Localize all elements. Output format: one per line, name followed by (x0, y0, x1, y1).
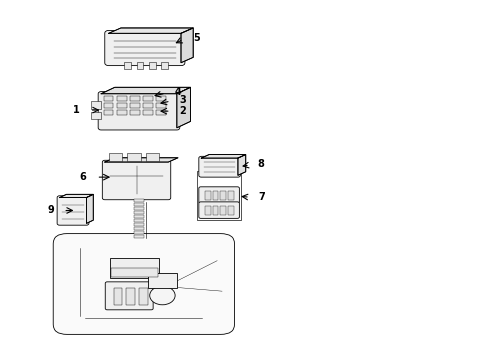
Bar (134, 207, 144, 210)
Polygon shape (201, 154, 245, 158)
Bar (148, 273, 177, 288)
FancyBboxPatch shape (199, 202, 240, 219)
Bar (220, 206, 226, 215)
Bar (134, 211, 144, 214)
Bar (117, 96, 126, 101)
Text: 7: 7 (259, 192, 266, 202)
Text: 9: 9 (48, 206, 54, 216)
FancyBboxPatch shape (199, 187, 240, 203)
Bar (117, 103, 126, 108)
Bar (213, 206, 219, 215)
Polygon shape (60, 194, 93, 198)
Bar (213, 191, 219, 200)
Text: 4: 4 (174, 87, 181, 97)
Bar (143, 110, 153, 115)
Bar (205, 206, 211, 215)
Bar (127, 153, 141, 161)
Text: 3: 3 (179, 95, 186, 105)
FancyBboxPatch shape (53, 234, 235, 334)
Bar (109, 153, 122, 161)
Polygon shape (177, 87, 191, 128)
Bar (220, 191, 226, 200)
Polygon shape (105, 158, 178, 162)
Bar (161, 62, 168, 69)
FancyBboxPatch shape (102, 160, 171, 200)
Bar (139, 288, 148, 305)
Bar (134, 234, 144, 238)
Bar (103, 103, 113, 108)
Bar (134, 223, 144, 226)
Bar (149, 62, 156, 69)
Polygon shape (238, 154, 245, 175)
Bar (103, 110, 113, 115)
Text: 6: 6 (79, 172, 86, 182)
Bar (134, 203, 144, 206)
Bar (146, 153, 159, 161)
Bar (197, 171, 242, 220)
Bar (134, 219, 144, 222)
Text: 8: 8 (257, 159, 264, 169)
Circle shape (150, 286, 175, 305)
Bar (143, 96, 153, 101)
Bar (134, 199, 144, 202)
FancyBboxPatch shape (57, 196, 89, 225)
Polygon shape (181, 28, 193, 63)
Bar (126, 288, 135, 305)
Bar (228, 206, 234, 215)
Bar (110, 258, 159, 278)
Polygon shape (101, 87, 191, 94)
Polygon shape (109, 28, 193, 33)
Bar (143, 103, 153, 108)
Text: 5: 5 (194, 33, 200, 43)
Bar (205, 191, 211, 200)
Bar (134, 230, 144, 234)
Bar (130, 110, 140, 115)
Bar (134, 215, 144, 218)
Bar (130, 103, 140, 108)
Bar (117, 110, 126, 115)
Bar (91, 112, 101, 119)
Bar (103, 96, 113, 101)
FancyBboxPatch shape (105, 282, 153, 310)
Bar (228, 191, 234, 200)
Bar (130, 96, 140, 101)
Bar (114, 288, 122, 305)
Text: 2: 2 (179, 106, 186, 116)
FancyBboxPatch shape (199, 156, 241, 177)
Bar (134, 226, 144, 230)
Bar (156, 110, 166, 115)
Polygon shape (86, 194, 93, 224)
Bar (156, 103, 166, 108)
FancyBboxPatch shape (105, 31, 185, 66)
Text: 1: 1 (73, 105, 80, 115)
Bar (156, 96, 166, 101)
Bar (91, 102, 101, 109)
FancyBboxPatch shape (98, 91, 180, 130)
Bar (137, 62, 144, 69)
Bar (124, 62, 131, 69)
Bar (111, 268, 158, 277)
